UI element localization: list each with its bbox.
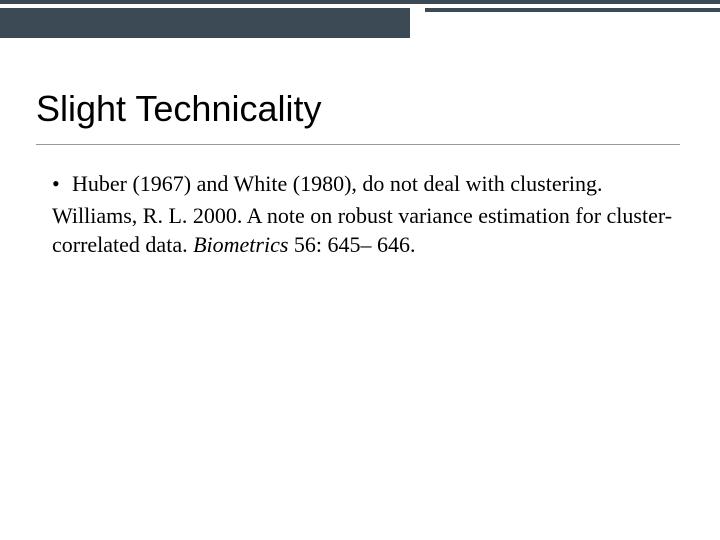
slide-title: Slight Technicality <box>36 88 680 130</box>
border-top-line <box>0 0 720 4</box>
slide-content: Slight Technicality Huber (1967) and Whi… <box>36 88 680 260</box>
reference-text: Williams, R. L. 2000. A note on robust v… <box>52 201 680 260</box>
reference-journal: Biometrics <box>193 232 288 257</box>
bullet-item: Huber (1967) and White (1980), do not de… <box>52 169 680 199</box>
reference-citation: 56: 645– 646. <box>288 232 415 257</box>
title-underline <box>36 144 680 145</box>
bullet-text: Huber (1967) and White (1980), do not de… <box>72 171 603 196</box>
border-right-segment <box>425 8 720 12</box>
slide-top-border <box>0 0 720 44</box>
body-text: Huber (1967) and White (1980), do not de… <box>36 169 680 260</box>
border-left-segment <box>0 8 410 38</box>
